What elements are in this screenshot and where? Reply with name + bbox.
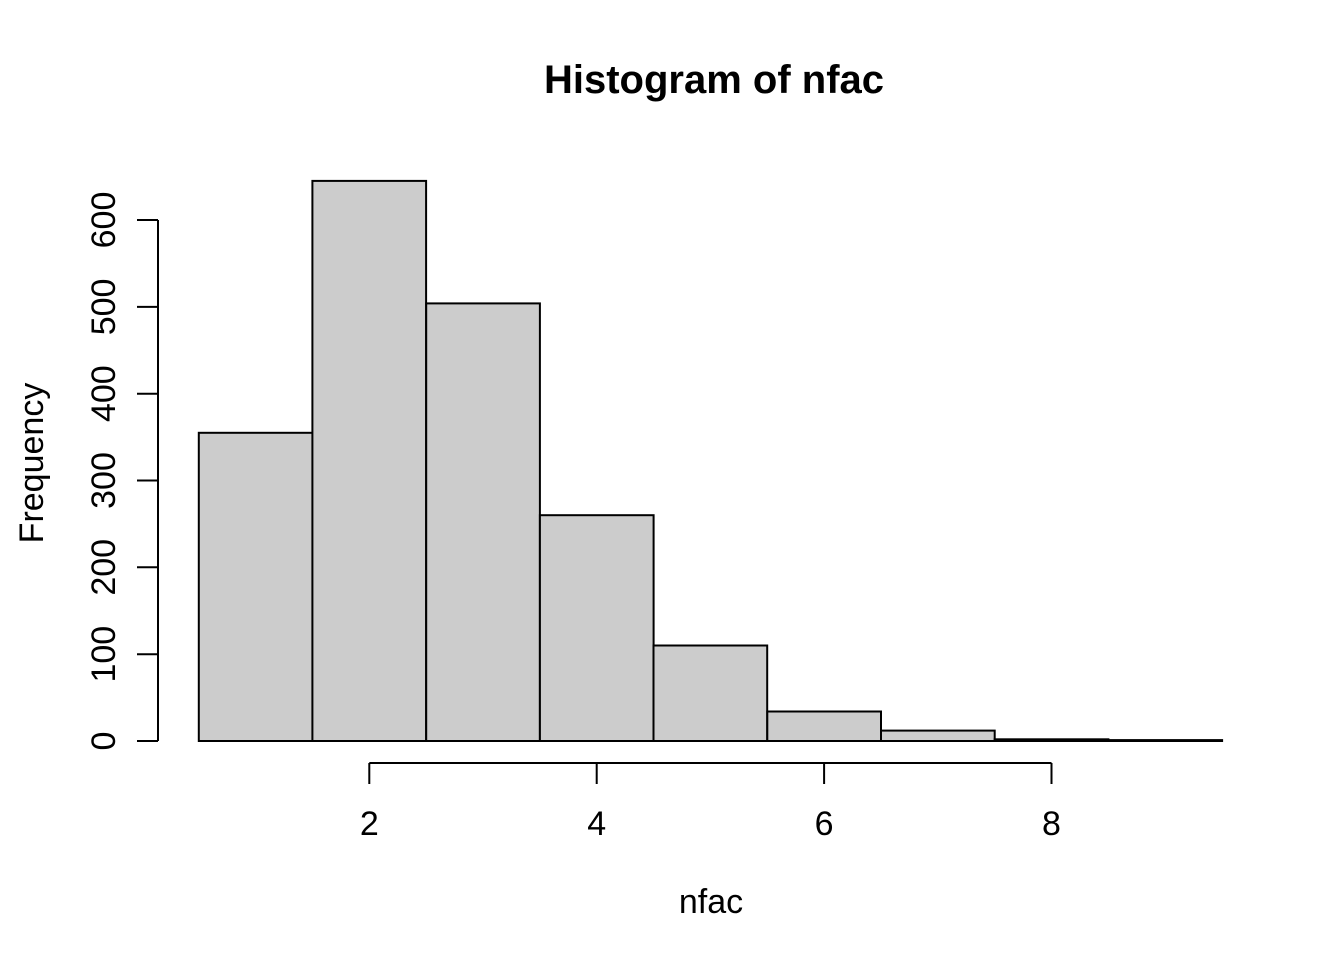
histogram-bar-4	[538, 514, 655, 743]
chart-title: Histogram of nfac	[544, 58, 884, 102]
histogram-bar-1	[197, 431, 314, 742]
y-tick-label: 400	[85, 365, 123, 422]
histogram-bar-6	[766, 710, 882, 742]
y-axis-title: Frequency	[13, 383, 51, 544]
histogram-bar-9	[1107, 739, 1224, 742]
y-tick-label: 100	[85, 626, 123, 683]
x-tick-label: 6	[815, 805, 834, 843]
y-tick-label: 200	[85, 539, 123, 596]
histogram-bar-8	[993, 738, 1110, 742]
y-tick-label: 0	[85, 732, 123, 751]
axes-layer: 0 100 200 300 400 500 600 2 4 6 8	[85, 192, 1061, 843]
histogram-bar-2	[311, 179, 428, 742]
histogram-bar-3	[425, 302, 541, 742]
y-tick-label: 500	[85, 279, 123, 336]
y-tick-label: 300	[85, 452, 123, 509]
x-axis-title: nfac	[679, 883, 743, 921]
y-tick-label: 600	[85, 192, 123, 249]
x-tick-label: 8	[1042, 805, 1061, 843]
x-tick-label: 2	[360, 805, 379, 843]
bars-layer	[197, 179, 1224, 743]
x-tick-label: 4	[587, 805, 606, 843]
histogram-bar-5	[652, 644, 769, 742]
histogram-bar-7	[880, 729, 996, 742]
